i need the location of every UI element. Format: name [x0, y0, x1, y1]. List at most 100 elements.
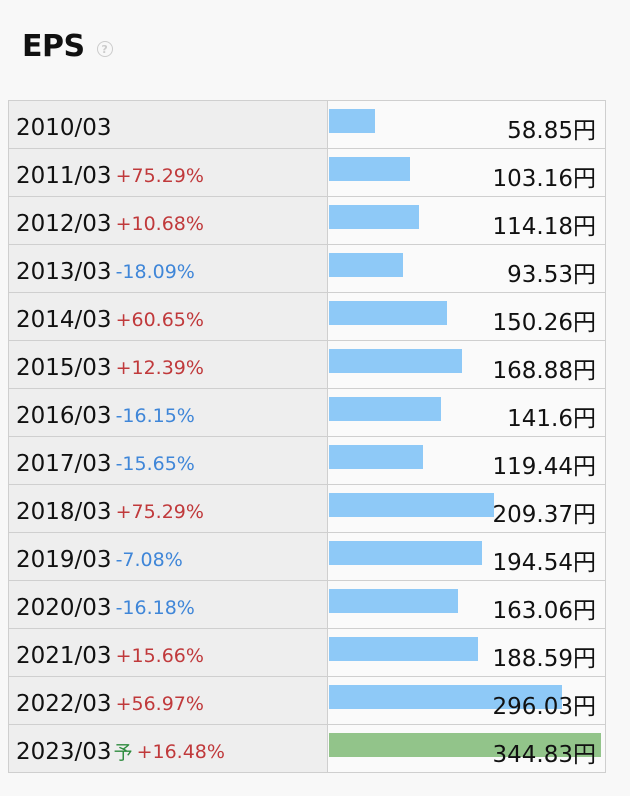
eps-bar [329, 349, 462, 373]
year-label: 2012/03 [16, 210, 112, 237]
year-label: 2019/03 [16, 546, 112, 573]
eps-value: 344.83円 [492, 742, 596, 768]
bar-cell: 188.59円 [328, 629, 605, 676]
section-header: EPS ? [22, 26, 113, 66]
bar-cell: 141.6円 [328, 389, 605, 436]
eps-bar [329, 109, 375, 133]
bar-cell: 150.26円 [328, 293, 605, 340]
table-row: 2021/03 +15.66% 188.59円 [9, 629, 605, 677]
year-cell: 2022/03 +56.97% [9, 677, 328, 724]
eps-value: 296.03円 [492, 694, 596, 720]
table-row: 2013/03 -18.09% 93.53円 [9, 245, 605, 293]
year-label: 2020/03 [16, 594, 112, 621]
table-row: 2012/03 +10.68% 114.18円 [9, 197, 605, 245]
table-row: 2014/03 +60.65% 150.26円 [9, 293, 605, 341]
year-label: 2022/03 [16, 690, 112, 717]
eps-value: 163.06円 [492, 598, 596, 624]
bar-cell: 344.83円 [328, 725, 605, 772]
year-cell: 2014/03 +60.65% [9, 293, 328, 340]
table-row: 2015/03 +12.39% 168.88円 [9, 341, 605, 389]
year-label: 2010/03 [16, 114, 112, 141]
bar-cell: 194.54円 [328, 533, 605, 580]
year-cell: 2012/03 +10.68% [9, 197, 328, 244]
eps-value: 114.18円 [492, 214, 596, 240]
year-label: 2018/03 [16, 498, 112, 525]
forecast-mark: 予 [113, 742, 133, 764]
eps-bar [329, 637, 478, 661]
eps-bar [329, 157, 410, 181]
change-label: +56.97% [115, 692, 204, 715]
year-cell: 2010/03 [9, 101, 328, 148]
table-row: 2022/03 +56.97% 296.03円 [9, 677, 605, 725]
year-label: 2021/03 [16, 642, 112, 669]
year-cell: 2013/03 -18.09% [9, 245, 328, 292]
help-icon[interactable]: ? [96, 41, 113, 57]
change-label: -16.15% [115, 404, 195, 427]
eps-value: 194.54円 [492, 550, 596, 576]
eps-bar [329, 253, 403, 277]
eps-value: 188.59円 [492, 646, 596, 672]
eps-bar [329, 397, 441, 421]
bar-cell: 296.03円 [328, 677, 605, 724]
eps-value: 209.37円 [492, 502, 596, 528]
eps-value: 119.44円 [492, 454, 596, 480]
year-cell: 2015/03 +12.39% [9, 341, 328, 388]
eps-bar [329, 445, 423, 469]
change-label: +16.48% [136, 740, 225, 763]
change-label: -18.09% [115, 260, 195, 283]
change-label: -7.08% [115, 548, 183, 571]
change-label: +12.39% [115, 356, 204, 379]
change-label: +15.66% [115, 644, 204, 667]
table-row: 2010/03 58.85円 [9, 101, 605, 149]
eps-bar [329, 589, 458, 613]
table-row: 2018/03 +75.29% 209.37円 [9, 485, 605, 533]
year-cell: 2023/03 予 +16.48% [9, 725, 328, 772]
year-cell: 2020/03 -16.18% [9, 581, 328, 628]
eps-bar [329, 541, 482, 565]
eps-value: 58.85円 [507, 118, 596, 144]
eps-value: 141.6円 [507, 406, 596, 432]
bar-cell: 58.85円 [328, 101, 605, 148]
change-label: +60.65% [115, 308, 204, 331]
eps-table: 2010/03 58.85円 2011/03 +75.29% 103.16円 2012/0… [8, 100, 606, 773]
bar-cell: 93.53円 [328, 245, 605, 292]
year-label: 2023/03 [16, 738, 112, 765]
table-row: 2019/03 -7.08% 194.54円 [9, 533, 605, 581]
eps-bar [329, 301, 447, 325]
year-label: 2017/03 [16, 450, 112, 477]
bar-cell: 114.18円 [328, 197, 605, 244]
page-title: EPS [22, 28, 85, 64]
bar-cell: 103.16円 [328, 149, 605, 196]
table-row: 2017/03 -15.65% 119.44円 [9, 437, 605, 485]
eps-bar [329, 205, 419, 229]
table-row: 2023/03 予 +16.48% 344.83円 [9, 725, 605, 773]
eps-value: 168.88円 [492, 358, 596, 384]
change-label: -15.65% [115, 452, 195, 475]
table-row: 2011/03 +75.29% 103.16円 [9, 149, 605, 197]
table-row: 2016/03 -16.15% 141.6円 [9, 389, 605, 437]
year-cell: 2011/03 +75.29% [9, 149, 328, 196]
year-cell: 2018/03 +75.29% [9, 485, 328, 532]
bar-cell: 163.06円 [328, 581, 605, 628]
bar-cell: 119.44円 [328, 437, 605, 484]
year-label: 2014/03 [16, 306, 112, 333]
eps-bar [329, 493, 494, 517]
bar-cell: 168.88円 [328, 341, 605, 388]
change-label: -16.18% [115, 596, 195, 619]
eps-value: 103.16円 [492, 166, 596, 192]
year-label: 2013/03 [16, 258, 112, 285]
year-label: 2015/03 [16, 354, 112, 381]
change-label: +75.29% [115, 164, 204, 187]
eps-bar [329, 733, 601, 757]
eps-value: 93.53円 [507, 262, 596, 288]
year-cell: 2019/03 -7.08% [9, 533, 328, 580]
year-label: 2016/03 [16, 402, 112, 429]
change-label: +75.29% [115, 500, 204, 523]
bar-cell: 209.37円 [328, 485, 605, 532]
change-label: +10.68% [115, 212, 204, 235]
year-cell: 2017/03 -15.65% [9, 437, 328, 484]
year-label: 2011/03 [16, 162, 112, 189]
year-cell: 2021/03 +15.66% [9, 629, 328, 676]
year-cell: 2016/03 -16.15% [9, 389, 328, 436]
eps-bar [329, 685, 562, 709]
